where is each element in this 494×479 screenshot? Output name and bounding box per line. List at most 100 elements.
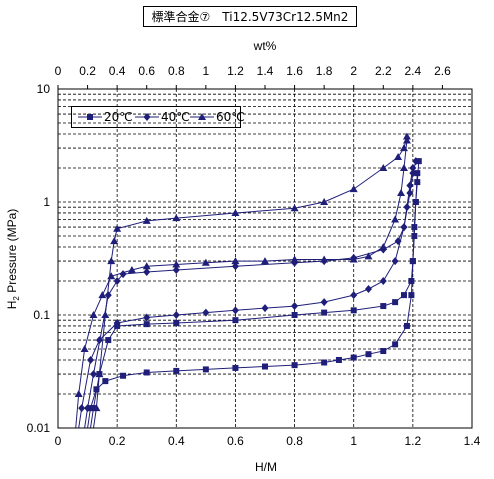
square-marker [412,199,419,205]
diamond-marker [350,291,358,300]
square-marker [173,319,180,326]
top-x-tick-label: 0.6 [138,64,155,78]
triangle-marker [349,185,358,193]
diamond-marker [231,262,239,271]
triangle-marker [364,252,373,260]
square-marker [350,307,357,314]
square-marker [392,299,399,306]
triangle-marker [290,255,299,263]
triangle-marker [101,311,110,318]
triangle-marker [172,214,181,222]
legend-label: 60℃ [216,110,245,124]
x-tick-label: 0.8 [286,434,303,448]
y-tick-label: 0.01 [27,421,51,435]
square-marker [120,372,127,379]
x-tick-label: 1 [350,434,357,448]
y-axis-label: H2 Pressure (MPa) [5,209,21,309]
triangle-marker [113,224,122,232]
square-marker [414,170,421,177]
triangle-marker [172,260,181,268]
square-marker [411,224,418,231]
top-x-tick-labels: 0 0.2 0.4 0.6 0.8 1 1.2 1.4 1.6 1.8 2 2.2 2.4 2.6 [55,64,451,89]
legend-label: 40℃ [161,110,190,124]
diamond-marker [143,313,151,322]
triangle-marker [397,189,406,197]
top-x-tick-label: 0.4 [109,64,126,78]
triangle-marker [231,208,240,216]
diamond-marker [320,298,328,307]
series-line-absorption [78,160,417,429]
diamond-marker [143,268,151,277]
top-x-tick-label: 1 [203,64,210,78]
top-x-tick-label: 0 [55,64,62,78]
triangle-marker [142,216,151,224]
triangle-marker [127,266,136,274]
x-axis-label: H/M [255,460,277,474]
square-marker [173,367,180,374]
triangle-marker [402,136,411,144]
diamond-marker [78,404,86,413]
x-tick-label: 0.6 [227,434,244,448]
diamond-marker [291,302,299,311]
triangle-marker [142,262,151,270]
top-x-tick-label: 1.4 [257,64,274,78]
square-marker [321,309,328,316]
x-tick-labels: 0 0.2 0.4 0.6 0.8 1 1.2 1.4 [55,434,481,448]
top-x-tick-label: 2.6 [434,64,451,78]
diamond-marker [409,163,417,172]
square-marker [408,277,415,284]
top-x-tick-label: 0.8 [168,64,185,78]
y-axis-label-main: H [5,301,19,310]
y-tick-labels: 0.01 0.1 1 10 [27,82,51,435]
top-x-tick-label: 1.6 [286,64,303,78]
diamond-marker [143,113,151,121]
x-tick-label: 1.4 [464,434,481,448]
square-marker [232,364,239,371]
x-tick-label: 0.4 [168,434,185,448]
square-marker [90,405,97,412]
triangle-marker [399,163,408,171]
triangle-marker [107,272,116,280]
y-tick-label: 0.1 [33,308,50,322]
diamond-marker [261,304,269,313]
square-marker [202,366,209,373]
diamond-marker [172,311,180,319]
diamond-marker [365,284,372,293]
triangle-marker [95,370,104,378]
triangle-marker [231,257,240,265]
square-marker [102,378,109,385]
y-tick-label: 10 [37,82,51,96]
diamond-marker [406,181,414,190]
diamond-marker [119,270,127,279]
square-marker [232,317,239,324]
diamond-marker [113,276,121,285]
triangle-marker [320,198,329,205]
triangle-marker [198,113,206,120]
series-line-absorption [75,140,408,429]
series-line-absorption [87,161,420,429]
top-x-tick-label: 2.2 [375,64,392,78]
series-lines [75,136,420,429]
square-marker [105,337,112,344]
diamond-marker [95,336,103,345]
triangle-marker [379,163,388,171]
triangle-marker [80,345,89,353]
square-marker [409,258,416,265]
triangle-marker [290,204,299,212]
top-x-tick-label: 0.2 [79,64,96,78]
square-marker [335,356,342,363]
triangle-marker [89,311,98,318]
diamond-marker [89,370,97,379]
chart-title: 標準合金⑦ Ti12.5V73Cr12.5Mn2 [151,10,349,24]
triangle-marker [107,257,116,265]
diamond-marker [394,237,402,246]
triangle-marker [261,257,269,265]
square-marker [143,369,150,376]
diamond-marker [172,266,180,275]
diamond-marker [84,404,92,413]
diamond-marker [87,355,95,364]
top-x-tick-label: 1.8 [316,64,333,78]
triangle-marker [98,291,107,299]
square-marker [411,233,418,240]
